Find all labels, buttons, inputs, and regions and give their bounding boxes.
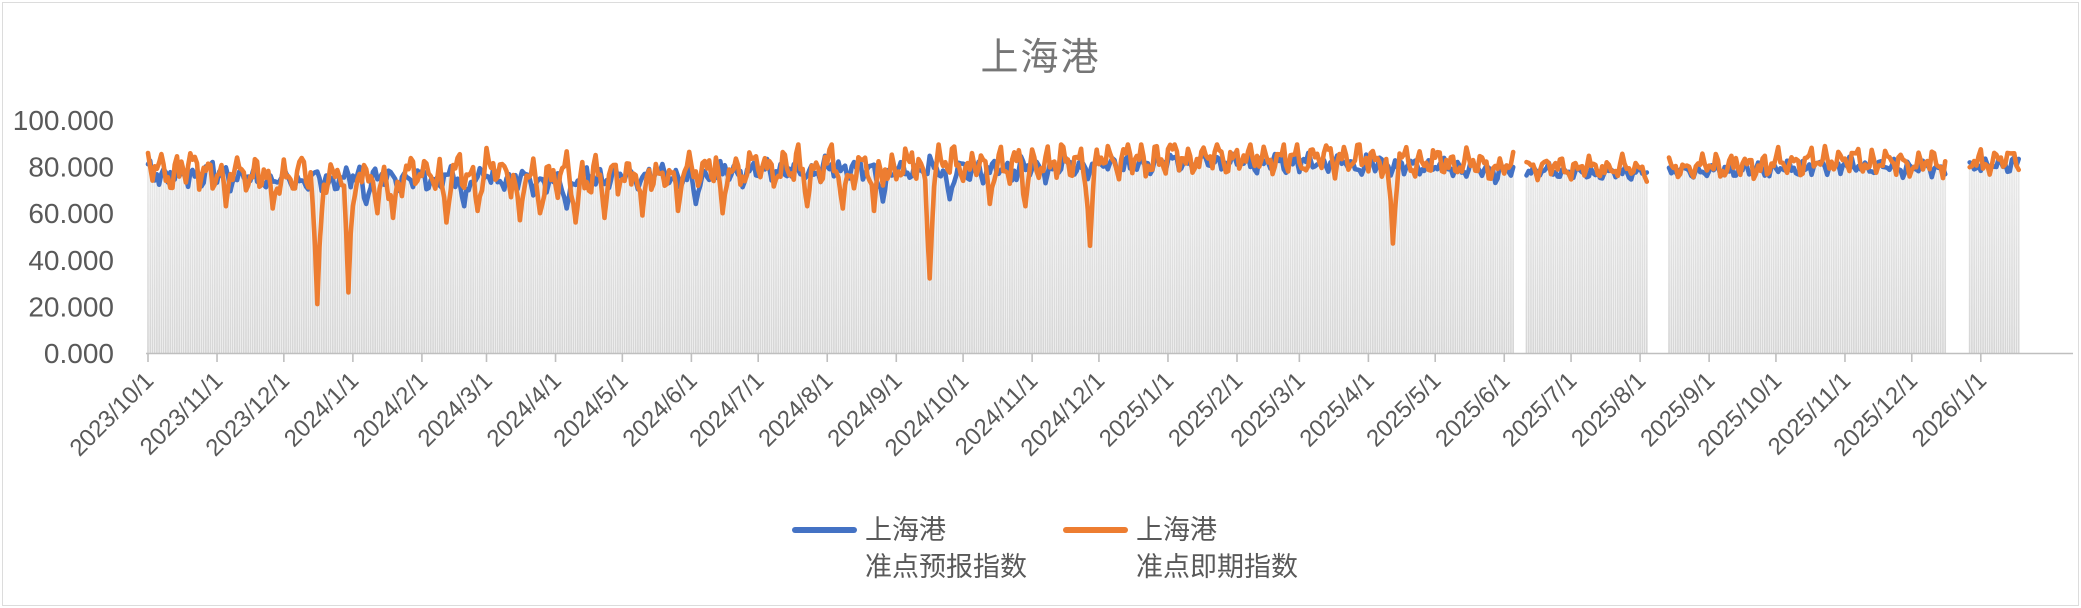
legend-label-forecast-line2: 准点预报指数 (865, 552, 1027, 582)
y-axis-labels: 0.000 20.000 40.000 60.000 80.000 100.000 (13, 105, 114, 369)
legend-label-spot-line1: 上海港 (1136, 515, 1217, 545)
legend: 上海港 准点预报指数 上海港 准点即期指数 (0, 512, 2081, 604)
svg-text:2024/5/1: 2024/5/1 (548, 367, 633, 452)
spot-index-line (145, 142, 2021, 307)
legend-label-forecast-line1: 上海港 (865, 515, 946, 545)
legend-item-spot-index[interactable]: 上海港 准点即期指数 (1063, 512, 1298, 586)
svg-text:2025/5/1: 2025/5/1 (1361, 367, 1446, 452)
background-columns (147, 151, 2020, 353)
x-axis-labels: 2023/10/12023/11/12023/12/12024/1/12024/… (65, 367, 1992, 462)
svg-text:20.000: 20.000 (28, 291, 114, 322)
svg-text:2026/1/1: 2026/1/1 (1907, 367, 1992, 452)
svg-text:2024/1/1: 2024/1/1 (279, 367, 364, 452)
svg-text:2025/1/1: 2025/1/1 (1094, 367, 1179, 452)
legend-label-spot: 上海港 准点即期指数 (1136, 512, 1298, 586)
svg-text:2025/8/1: 2025/8/1 (1566, 367, 1651, 452)
svg-text:100.000: 100.000 (13, 105, 114, 136)
legend-item-forecast-index[interactable]: 上海港 准点预报指数 (792, 512, 1027, 586)
svg-text:80.000: 80.000 (28, 152, 114, 183)
svg-text:2024/7/1: 2024/7/1 (684, 367, 769, 452)
svg-text:2024/8/1: 2024/8/1 (753, 367, 838, 452)
chart-title[interactable]: 上海港 (980, 37, 1101, 79)
x-axis (146, 352, 2073, 362)
svg-text:60.000: 60.000 (28, 198, 114, 229)
forecast-index-line (145, 148, 2021, 211)
svg-text:0.000: 0.000 (44, 338, 114, 369)
svg-text:40.000: 40.000 (28, 245, 114, 276)
legend-label-spot-line2: 准点即期指数 (1136, 552, 1298, 582)
legend-swatch-spot (1063, 527, 1128, 533)
legend-label-forecast: 上海港 准点预报指数 (865, 512, 1027, 586)
legend-swatch-forecast (792, 527, 857, 533)
svg-text:2025/7/1: 2025/7/1 (1497, 367, 1582, 452)
